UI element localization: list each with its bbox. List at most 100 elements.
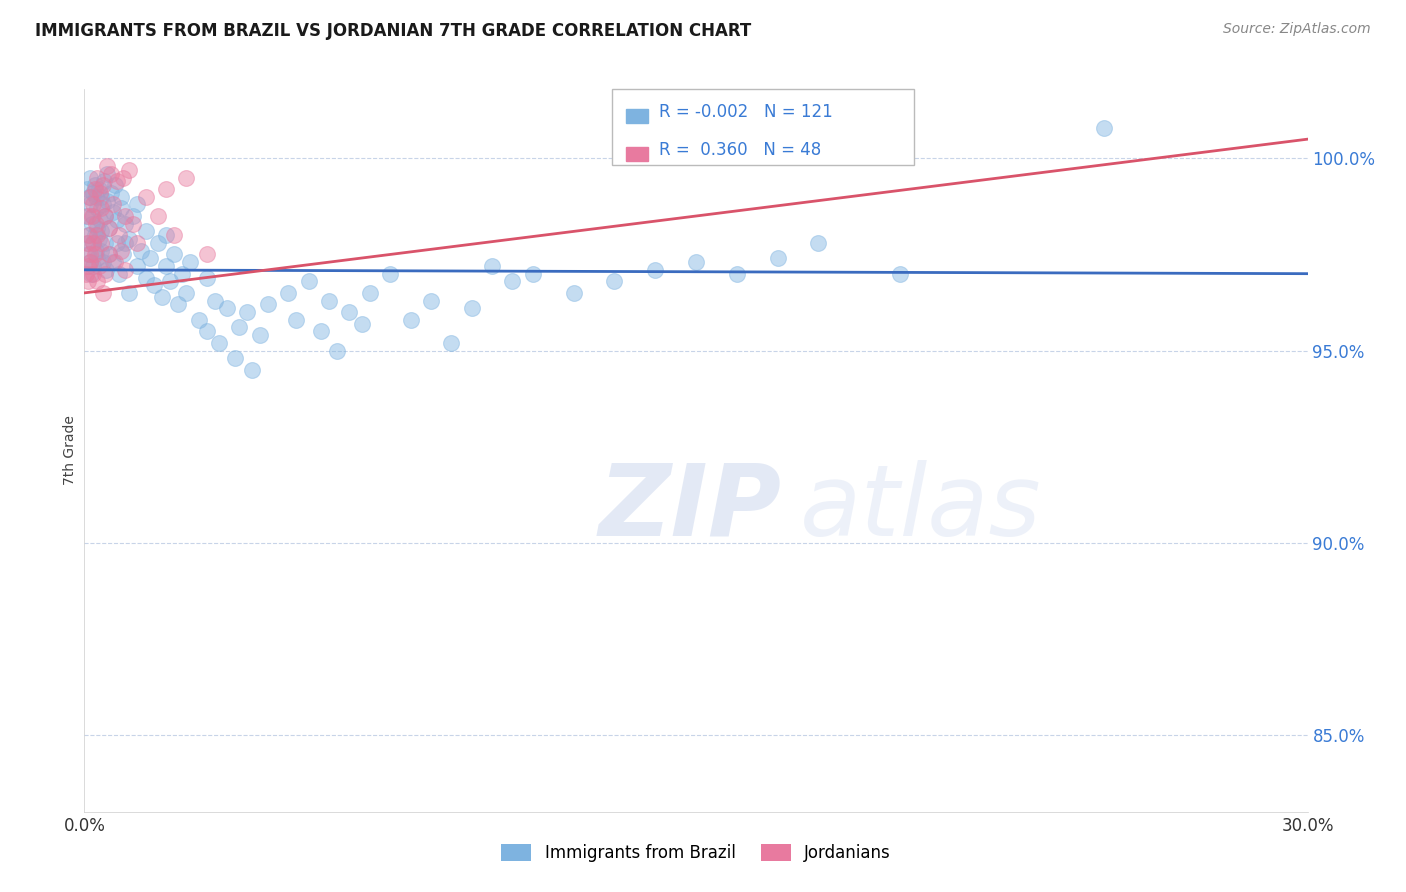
- Point: [83, 178, 105, 193]
- Point: [179, 255, 201, 269]
- Point: [122, 217, 145, 231]
- Point: [644, 262, 666, 277]
- Point: [204, 293, 226, 308]
- Point: [142, 278, 165, 293]
- Point: [127, 259, 149, 273]
- Point: [79, 247, 101, 261]
- Point: [76, 182, 98, 196]
- Point: [90, 244, 112, 258]
- Point: [350, 317, 373, 331]
- Point: [380, 267, 402, 281]
- Point: [359, 285, 381, 300]
- Point: [440, 335, 463, 350]
- Point: [93, 209, 115, 223]
- Point: [86, 202, 108, 216]
- Point: [75, 209, 97, 223]
- Point: [118, 285, 141, 300]
- Point: [96, 194, 118, 208]
- Point: [90, 235, 112, 250]
- Point: [82, 259, 104, 273]
- Point: [76, 259, 98, 273]
- Point: [104, 178, 127, 193]
- Point: [110, 202, 132, 216]
- Point: [79, 170, 101, 185]
- Point: [118, 162, 141, 177]
- Point: [285, 313, 308, 327]
- Point: [80, 209, 103, 223]
- Point: [522, 267, 544, 281]
- Point: [79, 197, 101, 211]
- Point: [101, 255, 124, 269]
- Point: [172, 267, 194, 281]
- Text: IMMIGRANTS FROM BRAZIL VS JORDANIAN 7TH GRADE CORRELATION CHART: IMMIGRANTS FROM BRAZIL VS JORDANIAN 7TH …: [35, 22, 751, 40]
- Point: [90, 224, 112, 238]
- Point: [807, 235, 830, 250]
- Point: [163, 247, 186, 261]
- Point: [79, 255, 101, 269]
- Point: [114, 217, 136, 231]
- Point: [110, 190, 132, 204]
- Point: [91, 197, 114, 211]
- Point: [277, 285, 299, 300]
- Point: [96, 159, 118, 173]
- Point: [93, 209, 115, 223]
- Point: [77, 209, 100, 223]
- Point: [91, 255, 114, 269]
- Point: [94, 262, 117, 277]
- Point: [174, 285, 197, 300]
- Point: [399, 313, 422, 327]
- Point: [104, 255, 127, 269]
- Point: [97, 220, 120, 235]
- Point: [848, 132, 870, 146]
- Point: [135, 190, 157, 204]
- Point: [195, 270, 218, 285]
- Point: [155, 259, 177, 273]
- Point: [105, 235, 128, 250]
- Point: [101, 197, 124, 211]
- Point: [122, 209, 145, 223]
- Point: [1092, 120, 1115, 135]
- Point: [217, 301, 239, 316]
- Point: [131, 244, 153, 258]
- Point: [82, 209, 104, 223]
- Point: [82, 197, 104, 211]
- Point: [90, 190, 112, 204]
- Point: [108, 267, 131, 281]
- Point: [114, 262, 136, 277]
- Point: [146, 235, 169, 250]
- Point: [97, 247, 120, 261]
- Point: [80, 217, 103, 231]
- Text: ZIP: ZIP: [598, 459, 782, 557]
- Point: [96, 167, 118, 181]
- Point: [93, 267, 115, 281]
- Text: R =  0.360   N = 48: R = 0.360 N = 48: [659, 141, 821, 159]
- Point: [135, 270, 157, 285]
- Point: [90, 202, 112, 216]
- Point: [91, 285, 114, 300]
- Point: [86, 220, 108, 235]
- Point: [77, 274, 100, 288]
- Point: [82, 235, 104, 250]
- Point: [228, 320, 250, 334]
- Point: [83, 182, 105, 196]
- Point: [135, 224, 157, 238]
- Point: [889, 267, 911, 281]
- Text: atlas: atlas: [800, 459, 1042, 557]
- Point: [86, 274, 108, 288]
- Point: [83, 247, 105, 261]
- Point: [118, 232, 141, 246]
- Point: [80, 267, 103, 281]
- Point: [100, 186, 122, 200]
- Point: [603, 274, 626, 288]
- Point: [249, 328, 271, 343]
- Point: [89, 186, 111, 200]
- Point: [97, 247, 120, 261]
- Point: [187, 313, 209, 327]
- Point: [76, 235, 98, 250]
- Point: [86, 228, 108, 243]
- Point: [138, 252, 160, 266]
- Point: [112, 247, 135, 261]
- Point: [127, 235, 149, 250]
- Point: [224, 351, 246, 366]
- Point: [79, 255, 101, 269]
